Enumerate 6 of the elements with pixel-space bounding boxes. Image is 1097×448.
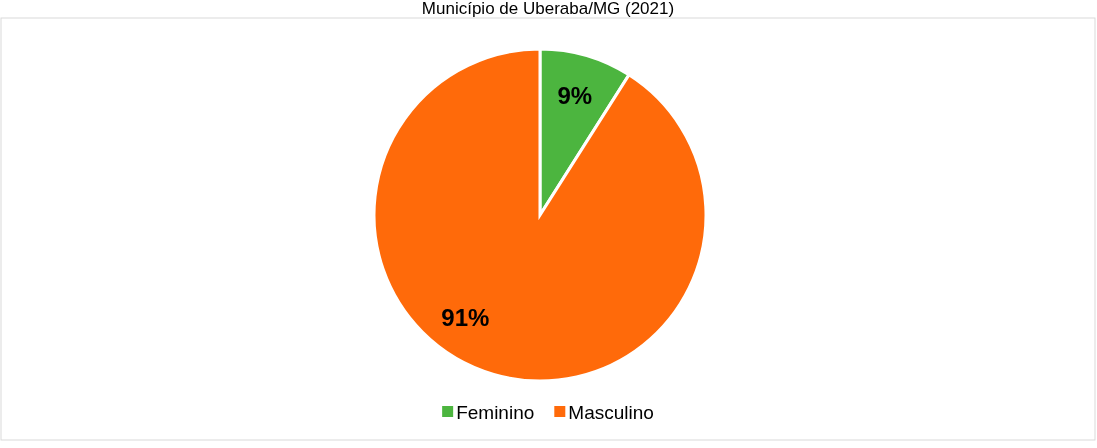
chart-title: Município de Uberaba/MG (2021)	[421, 0, 675, 18]
legend-label: Feminino	[456, 401, 535, 423]
legend-label: Masculino	[568, 401, 654, 423]
data-label: 91%	[441, 304, 490, 332]
data-label: 9%	[557, 81, 593, 109]
pie-slice	[372, 47, 708, 383]
